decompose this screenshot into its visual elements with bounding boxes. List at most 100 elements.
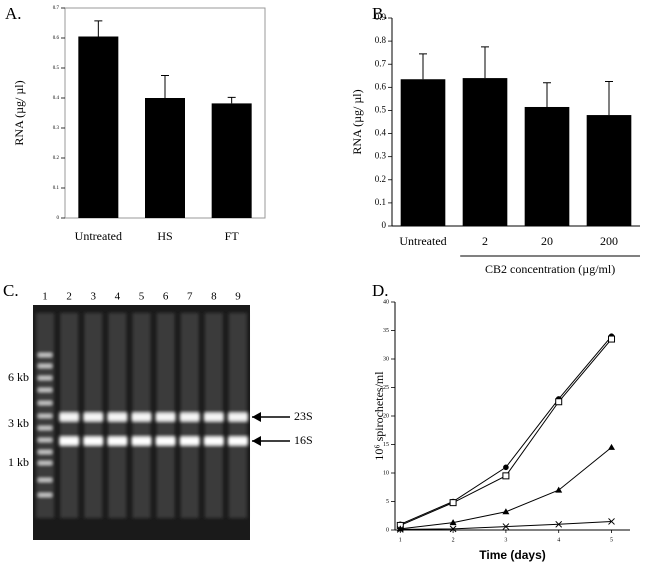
error-bar xyxy=(94,20,103,37)
marker xyxy=(555,520,563,528)
y-tick-label: 0.9 xyxy=(375,12,387,22)
lane-label: 8 xyxy=(211,291,217,303)
lane-label: 3 xyxy=(91,291,97,303)
bar xyxy=(211,103,252,218)
y-tick-label: 25 xyxy=(383,385,389,391)
lane-label: 4 xyxy=(115,291,121,303)
y-tick-label: 0 xyxy=(57,216,60,221)
band-arrow-head xyxy=(252,436,261,446)
rna-band xyxy=(155,437,176,445)
y-axis-label: RNA (µg/ µl) xyxy=(350,89,364,154)
y-tick-label: 0 xyxy=(382,220,387,230)
series-line xyxy=(400,338,612,526)
x-tick-label: FT xyxy=(225,229,240,243)
marker xyxy=(502,523,510,530)
y-tick-label: 0.4 xyxy=(53,96,60,101)
y-tick-label: 0.1 xyxy=(53,186,60,191)
y-tick-label: 0.3 xyxy=(375,151,387,161)
rna-band xyxy=(107,437,128,445)
x-tick-label: Untreated xyxy=(75,229,122,243)
ladder-band xyxy=(38,414,53,418)
lane-label: 5 xyxy=(139,291,145,303)
y-tick-label: 30 xyxy=(383,356,389,362)
marker xyxy=(449,519,457,526)
series-line xyxy=(400,446,612,530)
panel-label: A. xyxy=(5,4,22,23)
y-tick-label: 0.2 xyxy=(375,174,386,184)
y-tick-label: 0.5 xyxy=(375,105,387,115)
marker xyxy=(503,464,509,471)
ladder-band xyxy=(38,438,53,442)
series-line xyxy=(400,335,612,525)
ladder-band xyxy=(38,461,53,465)
y-tick-label: 0.6 xyxy=(53,36,60,41)
marker xyxy=(449,499,457,507)
y-tick-label: 0.2 xyxy=(53,156,60,161)
y-tick-label: 0.4 xyxy=(375,128,387,138)
marker xyxy=(608,335,616,343)
y-tick-label: 0.6 xyxy=(375,81,387,91)
ladder-band xyxy=(38,388,53,392)
size-marker: 1 kb xyxy=(8,455,29,469)
x-tick-label: 1 xyxy=(399,537,402,543)
x-tick-label: 3 xyxy=(504,537,507,543)
error-bar xyxy=(605,81,613,116)
lane-label: 9 xyxy=(235,291,241,303)
x-tick-label: 5 xyxy=(610,537,613,543)
y-tick-label: 15 xyxy=(383,442,389,448)
rna-band xyxy=(227,437,248,445)
lane-label: 1 xyxy=(42,291,48,303)
error-bar xyxy=(419,53,427,80)
marker xyxy=(502,508,510,515)
ladder-band xyxy=(38,426,53,430)
bar xyxy=(586,115,632,226)
rna-band xyxy=(227,413,248,421)
y-tick-label: 0.3 xyxy=(53,126,60,131)
x-tick-label: 2 xyxy=(452,537,455,543)
x-tick-label: 4 xyxy=(557,537,560,543)
x-tick-label: 2 xyxy=(482,234,488,248)
band-label: 16S xyxy=(294,433,313,447)
y-tick-label: 10 xyxy=(383,470,389,476)
marker xyxy=(608,443,616,450)
y-tick-label: 20 xyxy=(383,413,389,419)
error-bar xyxy=(481,46,489,79)
bar xyxy=(78,36,119,218)
size-marker: 3 kb xyxy=(8,416,29,430)
bar xyxy=(462,78,508,226)
x-axis-label: Time (days) xyxy=(479,548,545,562)
lane-label: 2 xyxy=(66,291,72,303)
y-tick-label: 40 xyxy=(383,299,389,305)
ladder-band xyxy=(38,376,53,380)
lane-label: 7 xyxy=(187,291,193,303)
rna-band xyxy=(179,437,200,445)
rna-band xyxy=(131,413,152,421)
ladder-band xyxy=(38,493,53,497)
y-tick-label: 35 xyxy=(383,328,389,334)
x-tick-label: Untreated xyxy=(399,234,446,248)
rna-band xyxy=(179,413,200,421)
bar xyxy=(524,106,570,226)
gel-bands xyxy=(36,313,248,518)
marker xyxy=(449,525,457,533)
y-tick-label: 5 xyxy=(386,499,389,505)
bar xyxy=(400,79,446,226)
y-tick-label: 0.5 xyxy=(53,66,60,71)
rna-band xyxy=(203,413,224,421)
size-marker: 6 kb xyxy=(8,370,29,384)
rna-band xyxy=(131,437,152,445)
ladder-band xyxy=(38,401,53,405)
lane-label: 6 xyxy=(163,291,169,303)
y-tick-label: 0.1 xyxy=(375,197,386,207)
x-axis-label: CB2 concentration (µg/ml) xyxy=(485,262,615,276)
panel-label: C. xyxy=(3,281,19,300)
y-axis-label: 10⁶ spirochetes/ml xyxy=(372,371,386,461)
x-tick-label: 20 xyxy=(541,234,553,248)
panel-label: D. xyxy=(372,281,389,300)
rna-band xyxy=(203,437,224,445)
band-arrow-head xyxy=(252,412,261,422)
marker xyxy=(608,518,615,525)
y-tick-label: 0.7 xyxy=(53,6,60,11)
marker xyxy=(502,472,510,480)
